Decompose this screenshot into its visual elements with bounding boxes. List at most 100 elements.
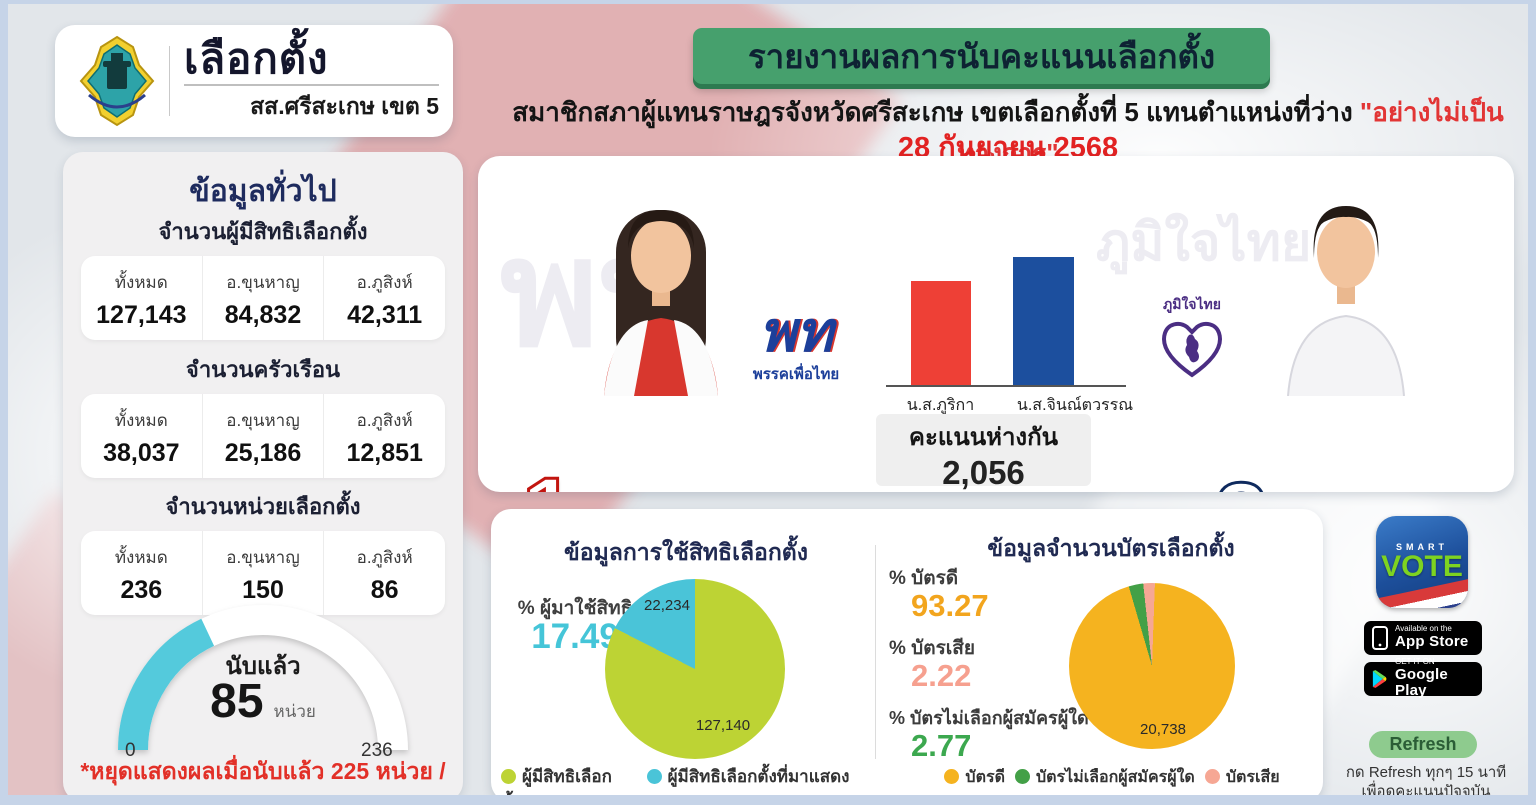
stat-cell: อ.ขุนหาญ 84,832 — [201, 256, 324, 340]
google-play-line2: Google Play — [1395, 665, 1448, 700]
candidate-1-bar — [911, 281, 971, 385]
app-store-line1: Available on the — [1395, 624, 1452, 634]
pheuthai-party-name: พรรคเพื่อไทย — [752, 366, 840, 383]
eligible-voters-section: จำนวนผู้มีสิทธิเลือกตั้ง ทั้งหมด 127,143 … — [81, 214, 445, 340]
ballot-pie-chart — [1069, 583, 1235, 749]
stat-value: 236 — [120, 576, 163, 604]
logo-subtitle: สส.ศรีสะเกษ เขต 5 — [250, 92, 439, 119]
gauge-unit: หน่วย — [273, 702, 316, 721]
stat-label: อ.ขุนหาญ — [226, 273, 300, 292]
candidate-2-number: 2 — [1213, 467, 1270, 493]
bhumjaithai-party-logo: ภูมิใจไทย — [1142, 294, 1242, 386]
legend-swatch — [646, 769, 662, 784]
candidate-1-photo — [604, 210, 718, 396]
vote-gap-box: คะแนนห่างกัน 2,056 — [876, 414, 1091, 490]
subtitle-text: สมาชิกสภาผู้แทนราษฎรจังหวัดศรีสะเกษ เขตเ… — [512, 97, 1360, 127]
section-title: จำนวนผู้มีสิทธิเลือกตั้ง — [158, 219, 368, 244]
stat-label: ทั้งหมด — [114, 273, 168, 292]
divider — [875, 545, 876, 759]
gauge-max: 236 — [361, 740, 393, 761]
stat-cell: อ.ภูสิงห์ 86 — [323, 531, 445, 615]
divider — [169, 46, 170, 116]
legend-label: ผู้มีสิทธิเลือกตั้ง — [501, 767, 612, 795]
google-play-badge[interactable]: GET IT ON Google Play — [1364, 657, 1482, 699]
stat-cells: ทั้งหมด 236 อ.ขุนหาญ 150 อ.ภูสิงห์ 86 — [81, 531, 445, 615]
candidate-1-number: 1 — [520, 462, 576, 492]
gauge-arc — [118, 605, 408, 751]
refresh-note-line1: กด Refresh ทุกๆ 15 นาที — [1345, 764, 1507, 781]
gauge-min: 0 — [125, 740, 136, 761]
refresh-button[interactable]: Refresh — [1369, 731, 1477, 758]
stat-label: ทั้งหมด — [114, 548, 168, 567]
ect-emblem-icon — [79, 35, 155, 127]
turnout-percent-value: 17.49 — [531, 617, 619, 656]
stat-value: 38,037 — [103, 439, 180, 467]
stat-cell: อ.ภูสิงห์ 42,311 — [323, 256, 445, 340]
stat-cell: ทั้งหมด 236 — [81, 531, 202, 615]
turnout-percent-label: % ผู้มาใช้สิทธิ — [517, 598, 633, 619]
stat-cell: ทั้งหมด 38,037 — [81, 394, 202, 478]
app-store-badge[interactable]: Available on the App Store — [1364, 621, 1482, 655]
report-title: รายงานผลการนับคะแนนเลือกตั้ง — [747, 37, 1216, 75]
counted-units-gauge: นับแล้ว 85 หน่วย 0 236 — [103, 600, 423, 770]
pheuthai-logo-mark: พท — [759, 300, 833, 363]
good-ballot-label: % บัตรดี — [889, 568, 959, 589]
legend-item: ผู้มีสิทธิเลือกตั้ง — [501, 763, 631, 795]
stat-cell: อ.ขุนหาญ 25,186 — [201, 394, 324, 478]
stat-label: ทั้งหมด — [114, 411, 168, 430]
legend-swatch — [1204, 769, 1220, 784]
legend-item: บัตรไม่เลือกผู้สมัครผู้ใด — [1014, 765, 1195, 790]
legend-item: ผู้มีสิทธิเลือกตั้งที่มาแสดงตน — [646, 763, 871, 795]
stat-cell: ทั้งหมด 127,143 — [81, 256, 202, 340]
good-ballot-slice-value: 20,738 — [1140, 721, 1186, 738]
polling-stations-section: จำนวนหน่วยเลือกตั้ง ทั้งหมด 236 อ.ขุนหาญ 1… — [81, 489, 445, 615]
gauge-label: นับแล้ว — [225, 653, 301, 680]
app-download-column: SMART VOTE Available on the App Store — [1346, 516, 1506, 795]
legend-swatch — [1014, 769, 1030, 784]
ballot-statistics-panel: ข้อมูลการใช้สิทธิเลือกตั้ง % ผู้มาใช้สิท… — [491, 509, 1323, 795]
stat-value: 127,143 — [96, 301, 187, 329]
turnout-pie-chart — [605, 579, 785, 759]
bar-label-1: น.ส.ภูริกา — [906, 397, 975, 414]
stat-value: 12,851 — [346, 439, 423, 467]
bhumjaithai-watermark: ภูมิใจไทย — [1096, 214, 1312, 272]
legend-label: บัตรเสีย — [1225, 769, 1280, 786]
report-title-banner: รายงานผลการนับคะแนนเลือกตั้ง — [693, 28, 1270, 84]
section-title: จำนวนหน่วยเลือกตั้ง — [165, 494, 361, 519]
stat-cells: ทั้งหมด 127,143 อ.ขุนหาญ 84,832 อ.ภูสิงห์ 4… — [81, 256, 445, 340]
general-info-panel: ข้อมูลทั่วไป จำนวนผู้มีสิทธิเลือกตั้ง ทั… — [63, 152, 463, 795]
no-vote-ballot-label: % บัตรไม่เลือกผู้สมัครผู้ใด — [889, 708, 1089, 728]
households-section: จำนวนครัวเรือน ทั้งหมด 38,037 อ.ขุนหาญ 25,… — [81, 352, 445, 478]
ballot-legend: บัตรดี บัตรไม่เลือกผู้สมัครผู้ใด บัตรเสี… — [911, 765, 1313, 790]
logo-card: เลือกตั้ง สส.ศรีสะเกษ เขต 5 — [55, 25, 453, 137]
stat-cell: อ.ขุนหาญ 150 — [201, 531, 324, 615]
stat-value: 150 — [242, 576, 284, 604]
logo-title: เลือกตั้ง — [184, 35, 329, 83]
divider — [184, 83, 439, 86]
legend-item: บัตรดี — [944, 765, 1005, 790]
results-panel: พท ภูมิใจไทย พท พรรคเพื่อไทย ภูมิใจไทย — [478, 156, 1514, 492]
phone-icon — [1372, 626, 1388, 650]
google-play-icon — [1372, 670, 1387, 688]
spoiled-ballot-value: 2.22 — [911, 658, 972, 693]
vote-label: VOTE — [1381, 550, 1463, 583]
gauge-fill-arc — [118, 618, 215, 751]
turnout-slice-value: 22,234 — [644, 597, 690, 614]
pheuthai-party-logo: พท พรรคเพื่อไทย — [726, 304, 866, 386]
smart-vote-app-icon[interactable]: SMART VOTE — [1376, 516, 1468, 608]
candidate-2-bar — [1013, 257, 1074, 385]
bhumjaithai-party-name: ภูมิใจไทย — [1163, 296, 1221, 312]
turnout-chart-title: ข้อมูลการใช้สิทธิเลือกตั้ง — [564, 539, 808, 565]
legend-label: บัตรดี — [965, 769, 1005, 786]
ballot-chart-title: ข้อมูลจำนวนบัตรเลือกตั้ง — [987, 535, 1235, 561]
stat-value: 42,311 — [347, 301, 423, 329]
gauge-value: 85 — [210, 675, 264, 728]
stat-label: อ.ภูสิงห์ — [356, 273, 413, 292]
vote-gap-value: 2,056 — [942, 454, 1025, 491]
no-vote-ballot-value: 2.77 — [911, 728, 972, 763]
legend-label: บัตรไม่เลือกผู้สมัครผู้ใด — [1035, 769, 1195, 786]
refresh-note: กด Refresh ทุกๆ 15 นาที เพื่อดูคะแนนปัจจ… — [1331, 764, 1521, 795]
stat-label: อ.ภูสิงห์ — [356, 411, 413, 430]
good-ballot-value: 93.27 — [911, 588, 989, 623]
